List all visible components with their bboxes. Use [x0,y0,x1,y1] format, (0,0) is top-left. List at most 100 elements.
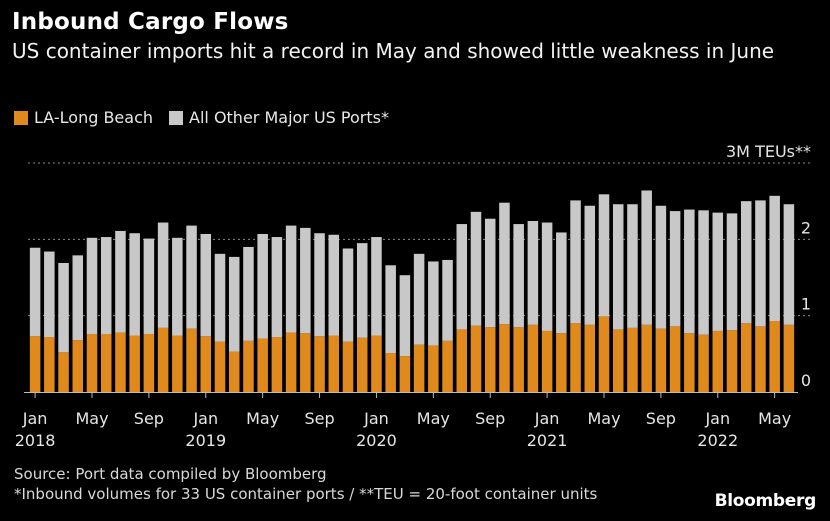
bar-la-long-beach [271,337,283,392]
x-tick-year-label: 2018 [15,431,56,450]
bar-other-ports [72,255,84,341]
x-tick-label: May [587,409,620,428]
chart-title: Inbound Cargo Flows [12,9,289,35]
legend-label-la-long-beach: LA-Long Beach [34,108,154,127]
legend-label-other-ports: All Other Major US Ports* [189,108,389,127]
bar-la-long-beach [712,330,724,392]
bar-other-ports [499,202,510,325]
bar-la-long-beach [385,353,396,392]
y-tick-label: 2 [801,218,811,237]
bar-la-long-beach [627,327,638,392]
bar-la-long-beach [499,324,510,392]
bar-other-ports [698,210,709,335]
bar-other-ports [612,204,624,330]
bar-la-long-beach [371,335,382,392]
bar-other-ports [356,243,368,338]
bar-la-long-beach [143,333,155,392]
bar-other-ports [58,262,69,353]
legend-item-la-long-beach: LA-Long Beach [14,108,153,127]
bar-other-ports [428,261,439,346]
bar-other-ports [285,225,297,333]
bar-la-long-beach [157,327,169,392]
bar-other-ports [769,195,780,322]
bar-other-ports [86,237,98,334]
bar-other-ports [228,256,240,352]
bar-la-long-beach [214,341,226,392]
bar-other-ports [413,253,425,345]
bar-la-long-beach [314,336,325,392]
bar-la-long-beach [769,321,780,392]
x-tick-label: Jan [704,409,730,428]
bar-other-ports [598,194,610,317]
bar-la-long-beach [598,316,610,392]
chart-legend: LA-Long Beach All Other Major US Ports* [14,108,405,127]
bar-other-ports [243,246,254,341]
bar-other-ports [570,200,581,324]
bar-other-ports [484,218,496,328]
bar-la-long-beach [513,327,524,392]
bar-la-long-beach [669,326,681,392]
bar-other-ports [541,222,553,331]
bar-other-ports [200,233,212,337]
bar-la-long-beach [456,329,468,392]
bar-other-ports [442,259,453,341]
source-note: Source: Port data compiled by Bloomberg [14,465,327,483]
bar-la-long-beach [200,336,212,392]
bar-other-ports [214,253,226,342]
bar-other-ports [342,248,354,342]
y-tick-label: 1 [801,295,811,314]
bar-la-long-beach [115,332,126,392]
x-tick-year-label: 2022 [697,431,738,450]
legend-swatch-la-long-beach [14,110,28,125]
bar-other-ports [257,233,268,339]
bar-other-ports [556,232,567,334]
bar-la-long-beach [356,337,368,392]
bar-other-ports [300,227,311,334]
y-tick-label: 3M TEUs** [726,142,811,161]
bar-la-long-beach [612,329,624,392]
bar-other-ports [584,205,596,325]
bar-other-ports [712,212,724,331]
bar-la-long-beach [58,352,69,392]
bar-other-ports [115,230,126,333]
bar-la-long-beach [100,333,112,392]
bar-la-long-beach [641,324,652,392]
bar-other-ports [755,200,766,327]
bar-la-long-beach [541,330,553,392]
bar-la-long-beach [257,338,268,392]
bar-la-long-beach [740,323,752,392]
bar-la-long-beach [285,332,297,392]
x-tick-label: May [417,409,450,428]
bar-other-ports [100,237,112,334]
bar-la-long-beach [783,324,795,392]
x-tick-label: May [758,409,791,428]
bar-la-long-beach [428,345,439,392]
bar-la-long-beach [655,328,667,392]
x-tick-label: Jan [22,409,48,428]
bar-la-long-beach [413,344,425,392]
bloomberg-logo: Bloomberg [714,491,817,511]
bar-la-long-beach [684,333,695,392]
bar-la-long-beach [556,333,567,392]
bar-other-ports [186,225,197,329]
bar-la-long-beach [342,341,354,392]
bar-other-ports [684,209,695,334]
x-tick-year-label: 2019 [185,431,226,450]
bar-la-long-beach [186,328,197,392]
x-tick-year-label: 2021 [527,431,568,450]
bar-other-ports [627,204,638,328]
bar-other-ports [385,265,396,354]
bar-other-ports [271,237,283,338]
bar-la-long-beach [243,340,254,392]
bar-other-ports [726,213,738,331]
bar-la-long-beach [570,323,581,392]
bar-la-long-beach [44,337,55,392]
bar-other-ports [314,233,325,337]
bar-la-long-beach [72,340,84,392]
bar-other-ports [157,222,169,328]
y-tick-label: 0 [801,371,811,390]
legend-item-other-ports: All Other Major US Ports* [169,108,389,127]
bar-other-ports [740,201,752,324]
bar-la-long-beach [86,333,98,392]
